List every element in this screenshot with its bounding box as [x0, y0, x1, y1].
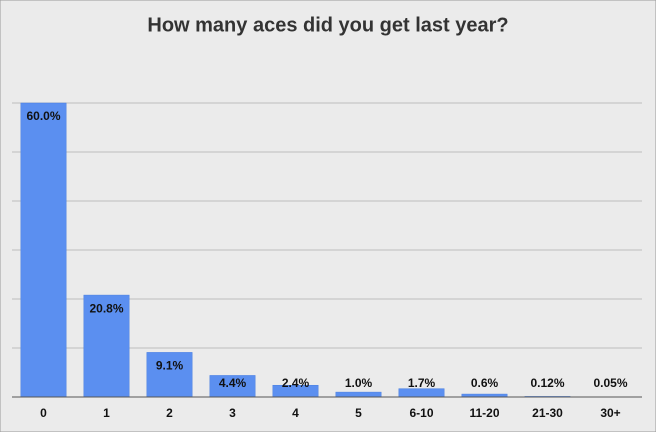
x-tick-label: 21-30 [532, 406, 563, 420]
x-tick-label: 11-20 [469, 406, 499, 420]
data-label: 1.7% [408, 376, 436, 390]
x-tick-label: 4 [292, 406, 299, 420]
bar [335, 391, 382, 398]
data-label: 20.8% [89, 301, 123, 315]
data-label: 9.1% [156, 359, 184, 373]
x-tick-label: 2 [166, 406, 173, 420]
x-tick-label: 0 [40, 406, 47, 420]
data-label: 1.0% [345, 376, 373, 390]
bar [20, 102, 67, 398]
data-label: 0.12% [530, 376, 564, 390]
x-tick-label: 30+ [600, 406, 620, 420]
x-tick-label: 1 [103, 406, 110, 420]
bar [146, 352, 193, 398]
data-label: 60.0% [26, 109, 60, 123]
x-tick-label: 6-10 [409, 406, 433, 420]
data-label: 4.4% [219, 376, 247, 390]
bar [83, 294, 130, 398]
x-tick-label: 3 [229, 406, 236, 420]
data-label: 0.05% [593, 376, 627, 390]
chart-title: How many aces did you get last year? [147, 14, 508, 36]
data-label: 2.4% [282, 376, 310, 390]
data-label: 0.6% [471, 376, 499, 390]
x-tick-label: 5 [355, 406, 362, 420]
